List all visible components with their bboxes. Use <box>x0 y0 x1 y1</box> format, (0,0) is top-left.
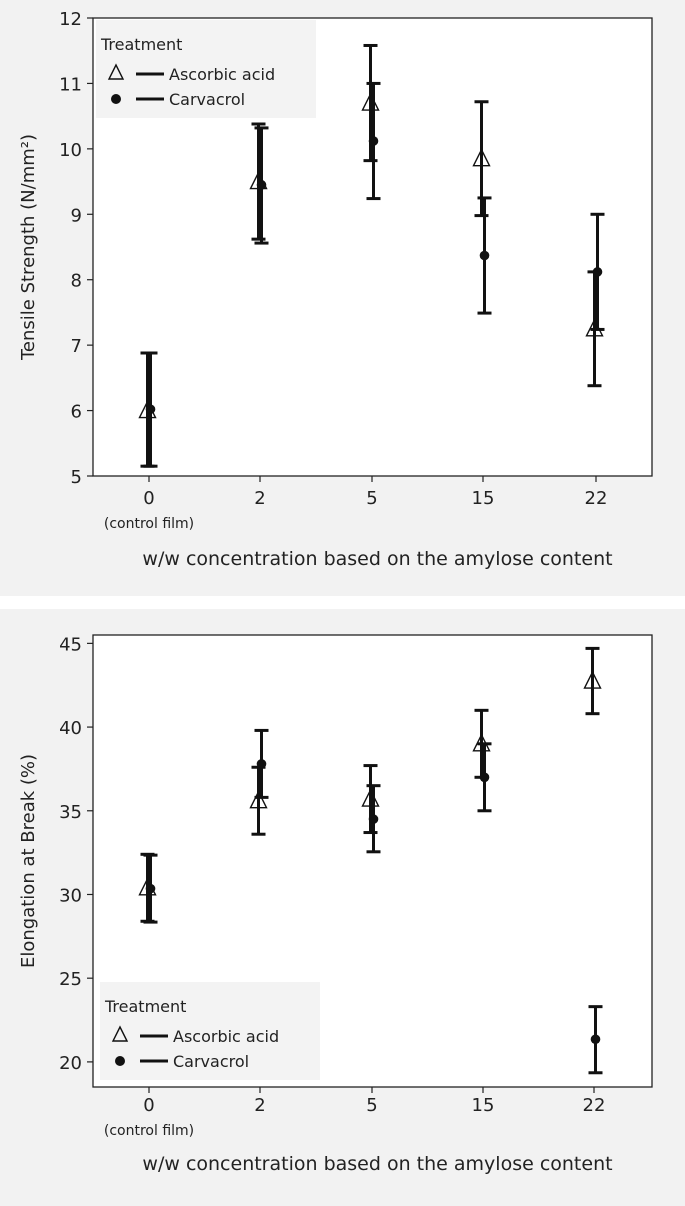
y-tick-label: 6 <box>71 402 82 423</box>
legend-title: Treatment <box>100 35 182 54</box>
ascorbic-acid-point <box>472 148 491 167</box>
x-tick-label: 5 <box>366 488 377 509</box>
y-tick-label: 9 <box>71 205 82 226</box>
ascorbic-acid-point <box>583 670 602 689</box>
carvacrol-point <box>368 136 379 146</box>
legend-label: Ascorbic acid <box>169 65 275 84</box>
carvacrol-point <box>590 1034 601 1045</box>
y-tick-label: 30 <box>59 885 82 906</box>
y-axis-label: Elongation at Break (%) <box>18 754 39 968</box>
x-tick-label: 22 <box>583 1095 606 1116</box>
x-tick-label: 15 <box>472 488 495 509</box>
elongation-chart-panel: 20 25 30 35 40 45 0 2 5 15 22 (control film) w/w con… <box>0 609 685 1206</box>
y-tick-label: 12 <box>59 9 82 30</box>
carvacrol-point <box>368 814 379 824</box>
legend-label: Carvacrol <box>169 90 245 109</box>
ascorbic-acid-point <box>249 790 268 809</box>
legend-title: Treatment <box>104 997 186 1016</box>
legend-triangle-icon <box>111 1025 129 1042</box>
x-tick-label: 15 <box>472 1095 495 1116</box>
y-tick-label: 40 <box>59 718 82 739</box>
carvacrol-point <box>256 759 267 769</box>
tensile-strength-chart-panel: 5 6 7 8 9 10 11 12 0 2 5 15 22 (control film) w/w conc… <box>0 0 685 596</box>
x-axis-label: w/w concentration based on the amylose c… <box>142 1153 612 1175</box>
carvacrol-point <box>592 267 603 277</box>
x-tick-label: 2 <box>254 488 265 509</box>
y-tick-label: 25 <box>59 969 82 990</box>
x-tick-label: 5 <box>366 1095 377 1116</box>
legend-box <box>100 982 320 1080</box>
x-tick-label: 0 <box>143 1095 154 1116</box>
y-axis-label: Tensile Strength (N/mm²) <box>18 134 39 361</box>
y-tick-label: 20 <box>59 1053 82 1074</box>
y-tick-label: 35 <box>59 802 82 823</box>
x-tick-label: 0 <box>143 488 154 509</box>
y-tick-label: 10 <box>59 140 82 161</box>
legend-label: Ascorbic acid <box>173 1027 279 1046</box>
x-tick-label: 2 <box>254 1095 265 1116</box>
tensile-strength-chart: 5 6 7 8 9 10 11 12 0 2 5 15 22 (control film) w/w conc… <box>18 9 653 570</box>
legend-circle-icon <box>115 1056 125 1066</box>
carvacrol-point <box>145 883 156 894</box>
y-tick-label: 7 <box>71 336 82 357</box>
legend-label: Carvacrol <box>173 1052 249 1071</box>
carvacrol-point <box>145 404 156 415</box>
x-tick-label: 22 <box>585 488 608 509</box>
y-tick-label: 5 <box>71 467 82 488</box>
carvacrol-point <box>479 772 490 783</box>
x-tick-sublabel: (control film) <box>104 1123 194 1139</box>
legend-box <box>96 20 316 118</box>
y-tick-label: 45 <box>59 634 82 655</box>
x-tick-sublabel: (control film) <box>104 516 194 532</box>
legend-circle-icon <box>111 94 121 104</box>
carvacrol-point <box>256 180 267 190</box>
carvacrol-point <box>479 250 490 261</box>
legend-triangle-icon <box>107 63 125 80</box>
y-tick-label: 8 <box>71 271 82 292</box>
y-tick-label: 11 <box>59 74 82 95</box>
x-axis-label: w/w concentration based on the amylose c… <box>142 548 612 570</box>
